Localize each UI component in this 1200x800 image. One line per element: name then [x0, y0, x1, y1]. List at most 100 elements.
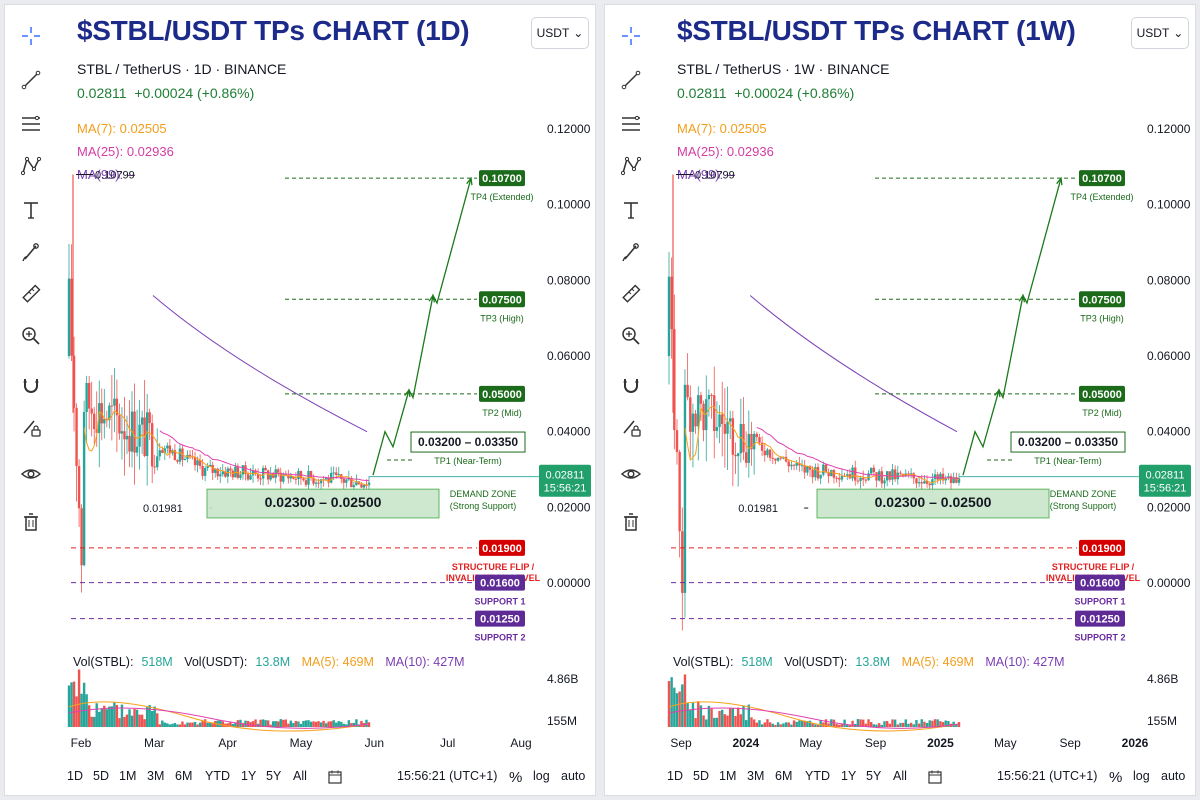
date-range-icon[interactable]	[927, 769, 943, 788]
timeframe-1m[interactable]: 1M	[119, 769, 137, 783]
candle-body	[87, 382, 91, 409]
zoom-icon[interactable]	[18, 323, 44, 349]
log-toggle[interactable]: log	[1133, 769, 1150, 783]
percent-toggle[interactable]: %	[1109, 769, 1123, 786]
volume-bar	[891, 719, 894, 727]
candle-body	[936, 474, 939, 480]
volume-bar	[928, 720, 931, 727]
fib-icon[interactable]	[18, 111, 44, 137]
auto-toggle[interactable]: auto	[561, 769, 586, 783]
vol-usdt-value: 13.8M	[855, 655, 891, 669]
trash-icon[interactable]	[18, 509, 44, 535]
utc-clock[interactable]: 15:56:21 (UTC+1)	[997, 769, 1098, 783]
last-price-badge	[1139, 464, 1191, 497]
ma7-legend[interactable]: MA(7): 0.02505	[677, 121, 767, 136]
price-chart[interactable]: 0.12000 0.10000 0.08000 0.06000 0.04000 0.020…	[5, 5, 596, 796]
timeframe-6m[interactable]: 6M	[175, 769, 193, 783]
volume-bar	[302, 720, 305, 727]
pattern-icon[interactable]	[18, 153, 44, 179]
timeframe-3m[interactable]: 3M	[747, 769, 765, 783]
timeframe-5d[interactable]: 5D	[93, 769, 109, 783]
date-range-icon[interactable]	[327, 769, 343, 788]
candle-body	[925, 481, 929, 484]
candle-body	[272, 473, 275, 478]
pattern-icon[interactable]	[618, 153, 644, 179]
crosshair-icon[interactable]	[18, 23, 44, 49]
candle-body	[196, 460, 199, 466]
timeframe-1y[interactable]: 1Y	[241, 769, 257, 783]
volume-bar	[824, 719, 828, 727]
projection-arrowhead	[1056, 176, 1063, 186]
volume-bar	[299, 723, 303, 727]
timeframe-all[interactable]: All	[893, 769, 907, 783]
magnet-icon[interactable]	[618, 373, 644, 399]
log-toggle[interactable]: log	[533, 769, 550, 783]
text-icon[interactable]	[618, 197, 644, 223]
ma25-legend[interactable]: MA(25): 0.02936	[77, 144, 174, 159]
percent-toggle[interactable]: %	[509, 769, 523, 786]
candle-body	[168, 445, 172, 454]
candle-body	[140, 417, 144, 425]
ma99-legend[interactable]: MA(99): --	[677, 167, 736, 182]
currency-dropdown[interactable]: USDT ⌄	[531, 17, 589, 49]
price-chart[interactable]: 0.12000 0.10000 0.08000 0.06000 0.04000 0.020…	[605, 5, 1196, 796]
timeframe-1y[interactable]: 1Y	[841, 769, 857, 783]
symbol-name: STBL / TetherUS	[677, 61, 782, 77]
volume-bar	[795, 721, 798, 727]
candle-body	[683, 384, 687, 593]
candle-body	[859, 477, 862, 482]
text-icon[interactable]	[18, 197, 44, 223]
trash-icon[interactable]	[618, 509, 644, 535]
timeframe-1d[interactable]: 1D	[67, 769, 83, 783]
candle-body	[251, 470, 255, 476]
symbol-name: STBL / TetherUS	[77, 61, 182, 77]
candle-body	[219, 474, 222, 477]
volume-bar	[739, 714, 743, 727]
timeframe-all[interactable]: All	[293, 769, 307, 783]
auto-toggle[interactable]: auto	[1161, 769, 1186, 783]
timeframe-ytd[interactable]: YTD	[205, 769, 230, 783]
lock-drawing-icon[interactable]	[18, 415, 44, 441]
volume-bar	[352, 722, 356, 727]
eye-icon[interactable]	[18, 461, 44, 487]
candle-body	[939, 473, 942, 480]
lock-drawing-icon[interactable]	[618, 415, 644, 441]
brush-icon[interactable]	[618, 239, 644, 265]
ruler-icon[interactable]	[18, 281, 44, 307]
ruler-icon[interactable]	[618, 281, 644, 307]
volume-bar	[289, 720, 293, 727]
candle-body	[188, 454, 192, 457]
ma25-legend[interactable]: MA(25): 0.02936	[677, 144, 774, 159]
timeframe-ytd[interactable]: YTD	[805, 769, 830, 783]
magnet-icon[interactable]	[18, 373, 44, 399]
brush-icon[interactable]	[18, 239, 44, 265]
trendline-icon[interactable]	[618, 67, 644, 93]
crosshair-icon[interactable]	[618, 23, 644, 49]
timeframe-3m[interactable]: 3M	[147, 769, 165, 783]
timeframe-5y[interactable]: 5Y	[866, 769, 882, 783]
candle-body	[347, 478, 351, 480]
volume-bar	[702, 715, 705, 727]
zoom-icon[interactable]	[618, 323, 644, 349]
ma7-legend[interactable]: MA(7): 0.02505	[77, 121, 167, 136]
ma99-legend[interactable]: MA(99): --	[77, 167, 136, 182]
eye-icon[interactable]	[618, 461, 644, 487]
volume-bar	[670, 677, 673, 727]
volume-bar	[907, 723, 910, 727]
timeframe-1d[interactable]: 1D	[667, 769, 683, 783]
volume-bar	[337, 721, 340, 727]
volume-bar	[206, 722, 209, 727]
fib-icon[interactable]	[618, 111, 644, 137]
volume-bar	[365, 719, 368, 727]
tp-level-label: TP2 (Mid)	[1082, 408, 1122, 418]
volume-bar	[196, 724, 199, 727]
volume-bar	[173, 723, 177, 727]
utc-clock[interactable]: 15:56:21 (UTC+1)	[397, 769, 498, 783]
timeframe-5y[interactable]: 5Y	[266, 769, 282, 783]
timeframe-5d[interactable]: 5D	[693, 769, 709, 783]
x-tick-label: Aug	[510, 736, 531, 750]
currency-dropdown[interactable]: USDT ⌄	[1131, 17, 1189, 49]
timeframe-1m[interactable]: 1M	[719, 769, 737, 783]
timeframe-6m[interactable]: 6M	[775, 769, 793, 783]
trendline-icon[interactable]	[18, 67, 44, 93]
